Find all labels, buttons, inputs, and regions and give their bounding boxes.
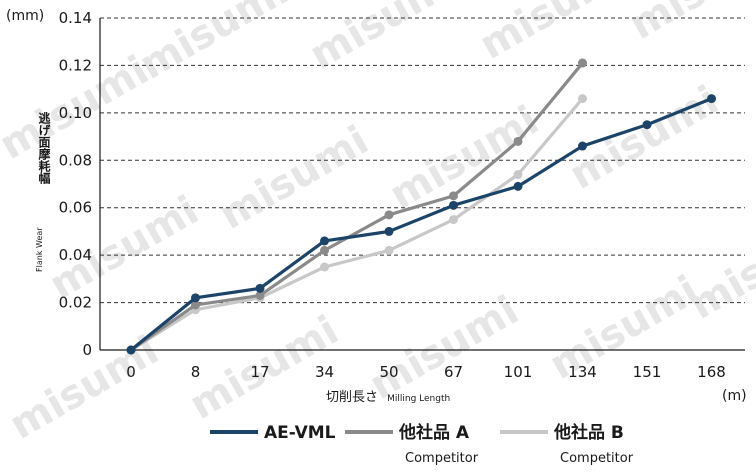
data-point [513, 136, 523, 146]
y-tick-label: 0.02 [59, 294, 92, 312]
x-axis-title: 切削長さ Milling Length [326, 386, 450, 405]
series [126, 58, 716, 355]
y-tick-label: 0.12 [59, 56, 92, 74]
x-tick-label: 101 [504, 363, 533, 381]
axes: 0 0.02 0.04 0.06 0.08 0.10 0.12 0.14 0 8 17 34 50 67 1… [59, 9, 745, 381]
data-point [320, 245, 329, 255]
watermark-text: misumi [472, 0, 636, 69]
data-point [578, 58, 587, 68]
watermark-text: misumi [362, 287, 526, 408]
x-tick-label: 8 [191, 363, 201, 381]
data-point [255, 283, 265, 293]
x-unit-label: (m) [722, 388, 747, 404]
series-line [129, 97, 713, 352]
x-tick-label: 168 [697, 363, 726, 381]
x-tick-label: 0 [126, 363, 136, 381]
watermark-text: misumi [302, 0, 466, 79]
watermark-text: misumi [622, 0, 756, 49]
x-tick-label: 50 [379, 363, 398, 381]
series-line [130, 97, 584, 352]
data-point [384, 210, 394, 220]
data-point [578, 141, 587, 151]
watermark-text: misumi [132, 0, 296, 89]
x-tick-label: 67 [444, 363, 463, 381]
data-point [320, 262, 329, 272]
watermark-text: misumi [542, 267, 706, 388]
data-point [642, 120, 652, 130]
data-point [449, 200, 458, 210]
x-tick-label: 34 [315, 363, 334, 381]
data-point [707, 94, 716, 104]
y-tick-label: 0.04 [59, 246, 92, 264]
legend-sublabel: Competitor [405, 451, 479, 466]
data-point [449, 191, 458, 201]
x-axis-title-jp: 切削長さ [326, 390, 378, 405]
data-point [126, 345, 136, 355]
y-axis-title-en: Flank Wear [35, 227, 44, 272]
y-axis-title-jp: 逃げ面摩耗幅 [37, 111, 51, 185]
axis-labels: (mm) (m) 切削長さ Milling Length 逃げ面摩耗幅 Flan… [6, 8, 747, 405]
y-tick-label: 0 [82, 341, 92, 359]
data-point [320, 236, 329, 246]
data-point [578, 94, 587, 104]
legend-label: AE-VML [264, 423, 336, 443]
data-point [384, 226, 394, 236]
x-tick-label: 17 [250, 363, 269, 381]
series-line [130, 62, 584, 352]
y-unit-label: (mm) [6, 8, 44, 24]
data-point [255, 290, 265, 300]
x-axis-title-en: Milling Length [387, 394, 450, 404]
data-point [191, 300, 200, 310]
data-point [191, 293, 200, 303]
y-tick-label: 0.06 [59, 199, 92, 217]
legend-label: 他社品 B [553, 422, 624, 443]
y-tick-label: 0.08 [59, 151, 92, 169]
data-point [513, 181, 523, 191]
watermark-text: misumi [382, 97, 546, 218]
data-point [384, 245, 394, 255]
legend-label: 他社品 A [398, 422, 470, 443]
y-tick-label: 0.14 [59, 9, 92, 27]
x-tick-label: 134 [568, 363, 597, 381]
legend-sublabel: Competitor [560, 451, 634, 466]
data-point [449, 215, 458, 225]
legend: AE-VML 他社品 A Competitor 他社品 B Competitor [210, 422, 634, 466]
x-tick-label: 151 [633, 363, 662, 381]
watermark-text: misumi [562, 77, 726, 198]
y-tick-label: 0.10 [59, 104, 92, 122]
watermark-text: misumi [212, 117, 376, 238]
grid [100, 17, 745, 304]
data-point [513, 170, 523, 180]
